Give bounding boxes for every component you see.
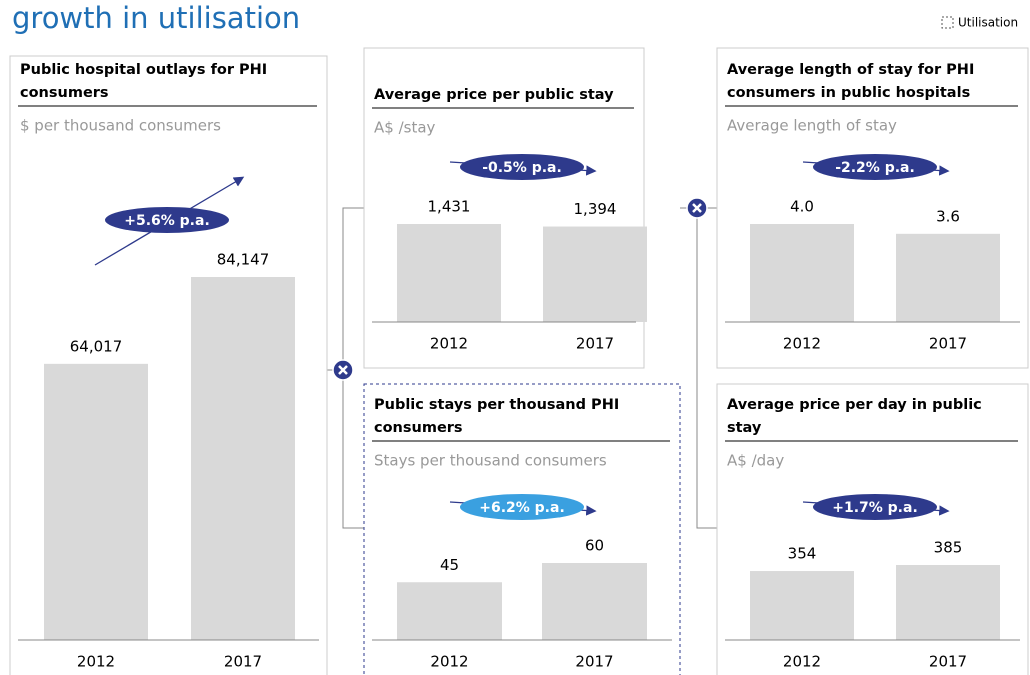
growth-label: -2.2% p.a. xyxy=(835,160,915,176)
value-label: 354 xyxy=(788,545,817,563)
page-title: growth in utilisation xyxy=(12,1,300,35)
value-label: 4.0 xyxy=(790,198,814,216)
panel-title: consumers xyxy=(20,85,109,101)
category-label: 2017 xyxy=(576,335,614,353)
panel-subtitle: A$ /stay xyxy=(374,119,436,137)
value-label: 385 xyxy=(934,539,963,557)
bar xyxy=(397,224,501,322)
value-label: 3.6 xyxy=(936,207,960,225)
panel-subtitle: Average length of stay xyxy=(727,117,897,135)
category-label: 2017 xyxy=(929,335,967,353)
bar xyxy=(191,277,295,640)
category-label: 2012 xyxy=(783,653,821,671)
growth-pill xyxy=(813,494,937,520)
bar xyxy=(397,582,502,640)
panel-title: Average price per public stay xyxy=(374,87,614,103)
category-label: 2017 xyxy=(575,653,613,671)
category-label: 2017 xyxy=(929,653,967,671)
panel-title: Average length of stay for PHI xyxy=(727,62,974,78)
value-label: 1,394 xyxy=(574,200,617,218)
value-label: 64,017 xyxy=(70,337,123,355)
panel-subtitle: Stays per thousand consumers xyxy=(374,452,607,470)
value-label: 60 xyxy=(585,537,604,555)
category-label: 2012 xyxy=(783,335,821,353)
value-label: 84,147 xyxy=(217,251,270,269)
panel-title: Public hospital outlays for PHI xyxy=(20,62,267,78)
bar xyxy=(750,224,854,322)
category-label: 2012 xyxy=(77,653,115,671)
bar xyxy=(896,565,1000,640)
growth-label: +5.6% p.a. xyxy=(124,213,210,229)
bar xyxy=(896,233,1000,322)
panel-title: Average price per day in public xyxy=(727,397,982,413)
category-label: 2017 xyxy=(224,653,262,671)
bar xyxy=(543,226,647,322)
multiply-cross xyxy=(692,203,702,213)
growth-pill xyxy=(460,494,584,520)
category-label: 2012 xyxy=(430,335,468,353)
panel-title: Public stays per thousand PHI xyxy=(374,397,619,413)
growth-label: -0.5% p.a. xyxy=(482,160,562,176)
growth-label: +6.2% p.a. xyxy=(479,500,565,516)
bar xyxy=(750,571,854,640)
growth-pill xyxy=(460,154,584,180)
growth-label: +1.7% p.a. xyxy=(832,500,918,516)
legend-label: Utilisation xyxy=(958,16,1018,30)
category-label: 2012 xyxy=(430,653,468,671)
bar xyxy=(542,563,647,640)
bar xyxy=(44,363,148,640)
panel-title: stay xyxy=(727,420,762,436)
panel-subtitle: A$ /day xyxy=(727,452,784,470)
panel-title: consumers in public hospitals xyxy=(727,85,970,101)
multiply-cross xyxy=(338,365,348,375)
value-label: 1,431 xyxy=(428,198,471,216)
value-label: 45 xyxy=(440,556,459,574)
panel-title: consumers xyxy=(374,420,463,436)
panel-subtitle: $ per thousand consumers xyxy=(20,117,221,135)
growth-pill xyxy=(813,154,937,180)
growth-pill xyxy=(105,207,229,233)
legend-icon xyxy=(941,16,954,29)
